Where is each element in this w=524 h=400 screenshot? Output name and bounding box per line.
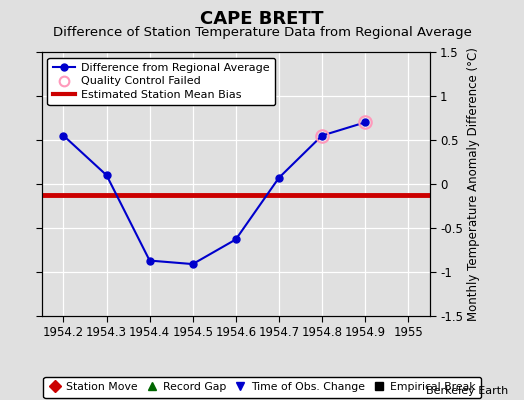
- Y-axis label: Monthly Temperature Anomaly Difference (°C): Monthly Temperature Anomaly Difference (…: [467, 47, 481, 321]
- Text: Difference of Station Temperature Data from Regional Average: Difference of Station Temperature Data f…: [52, 26, 472, 39]
- Text: CAPE BRETT: CAPE BRETT: [200, 10, 324, 28]
- Legend: Station Move, Record Gap, Time of Obs. Change, Empirical Break: Station Move, Record Gap, Time of Obs. C…: [43, 377, 481, 398]
- Text: Berkeley Earth: Berkeley Earth: [426, 386, 508, 396]
